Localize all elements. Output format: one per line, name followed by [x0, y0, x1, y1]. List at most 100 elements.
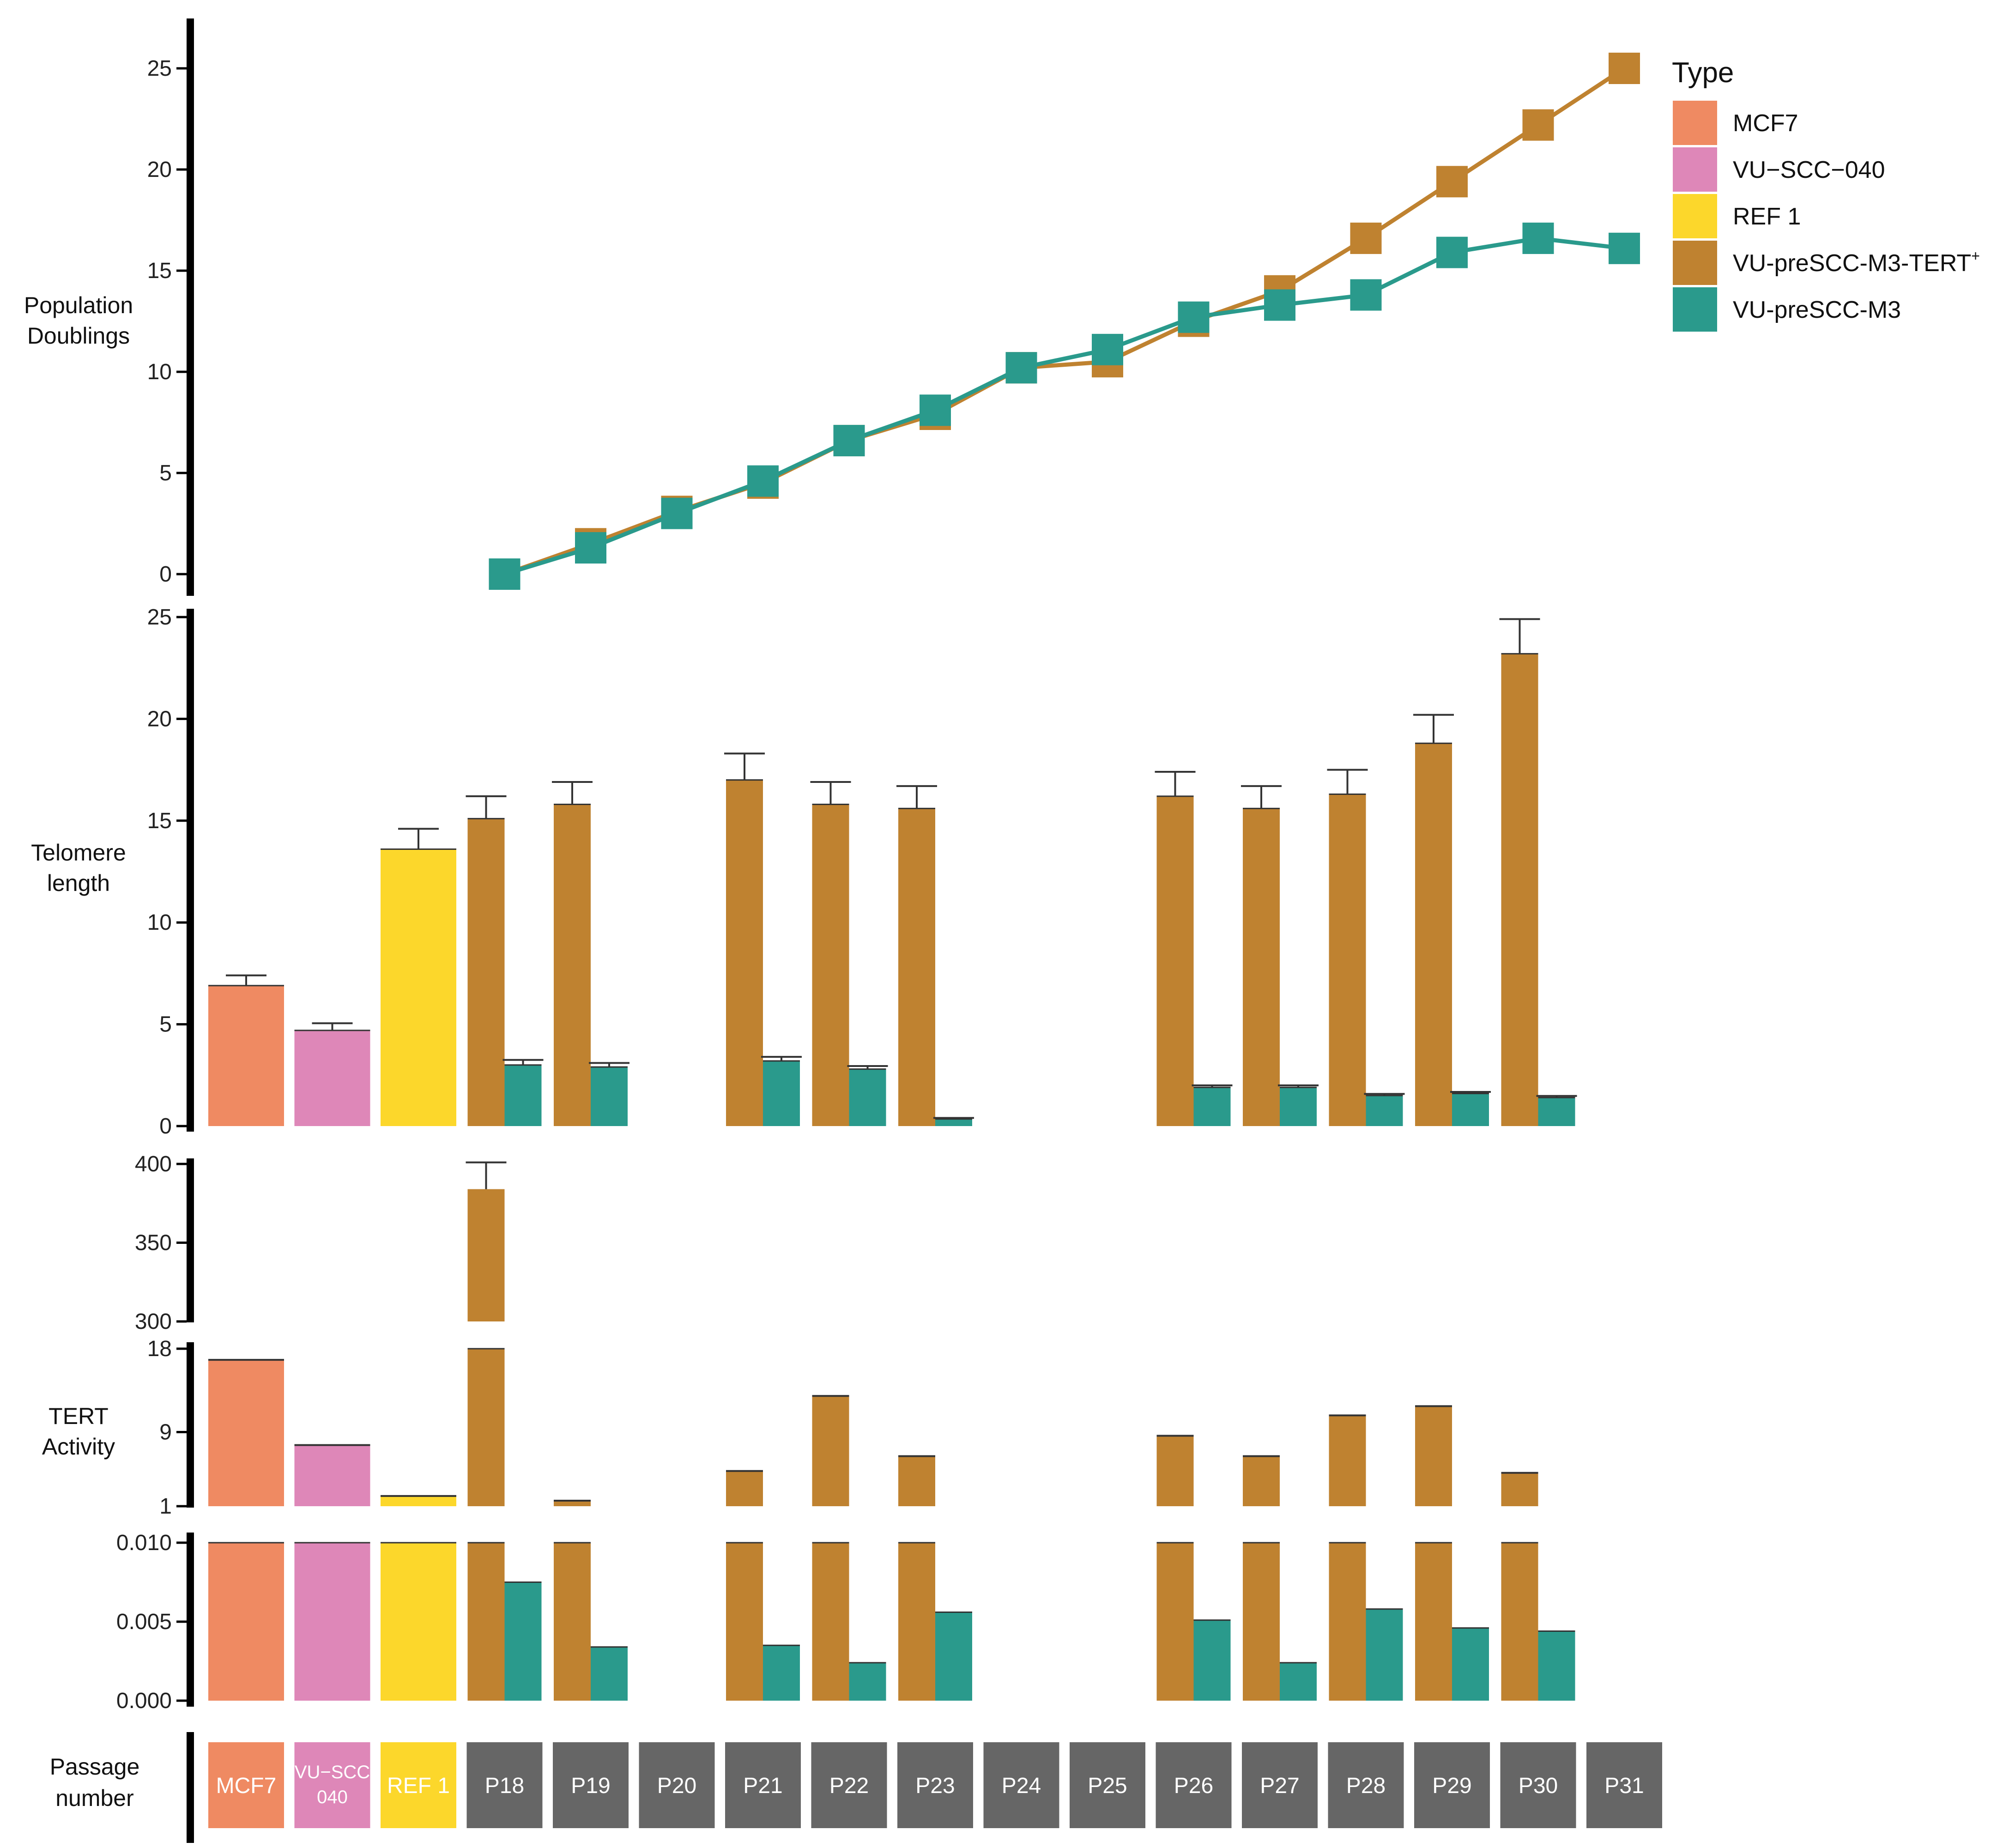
telomere-length-bar-ref-1	[381, 849, 456, 1126]
legend-label-m3: VU-preSCC-M3	[1733, 297, 1901, 323]
passage-label-p24: P24	[1002, 1774, 1041, 1798]
ratio-bar-tert-p26	[1156, 1543, 1194, 1701]
ratio-bar-tert-p22	[812, 1543, 849, 1701]
passage-box-p25	[1070, 1742, 1145, 1828]
point-m3-p29	[1436, 236, 1468, 268]
point-m3-p31	[1609, 232, 1640, 264]
passage-label-p31: P31	[1604, 1774, 1644, 1798]
passage-box-p27	[1242, 1742, 1318, 1828]
ratio-bar-m3-p21	[763, 1645, 800, 1701]
point-m3-p26	[1178, 301, 1210, 333]
telomere-length-tick-label: 5	[159, 1012, 172, 1037]
tert-activity-bar-ref-1	[381, 1496, 456, 1506]
tert-activity-bar-upper-p18	[467, 1189, 505, 1321]
telomere-length-bar-tert-p19	[554, 804, 591, 1126]
ratio-y-axis	[187, 1533, 194, 1707]
passage-box-p18	[466, 1742, 543, 1828]
telomere-length-bar-m3-p22	[849, 1069, 886, 1126]
passage-label-p26: P26	[1174, 1774, 1213, 1798]
legend-label-text: VU-preSCC-M3	[1733, 297, 1901, 323]
telomere-length-bar-tert-p23	[898, 808, 935, 1126]
telomere-length-bar-m3-p30	[1538, 1097, 1575, 1126]
ratio-bar-m3-p23	[935, 1612, 972, 1701]
legend: Type MCF7 VU−SCC−040 REF 1 VU-preSCC-M3-TERT…	[1672, 57, 1980, 332]
population-doublings-y-axis	[187, 18, 194, 596]
legend-title: Type	[1672, 57, 1734, 89]
telomere-length-bar-mcf7	[208, 985, 284, 1126]
tert-activity-bar-p27	[1243, 1456, 1280, 1506]
telomere-length-bar-m3-p27	[1280, 1087, 1317, 1126]
ratio-bar-m3-p28	[1366, 1609, 1403, 1701]
telomere-length-bar-tert-p26	[1156, 796, 1194, 1126]
passage-box-ref-1	[381, 1742, 456, 1828]
point-m3-p18	[489, 558, 520, 590]
point-m3-p28	[1350, 279, 1382, 311]
telomere-length-tick-label: 20	[147, 707, 172, 731]
point-m3-p25	[1092, 333, 1123, 365]
passage-box-p20	[639, 1742, 715, 1828]
ratio-bar-tert-p23	[898, 1543, 935, 1701]
point-m3-p22	[833, 424, 865, 456]
ratio-bar-tert-p19	[554, 1543, 591, 1701]
passage-box-p22	[811, 1742, 887, 1828]
passage-axis	[187, 1732, 194, 1843]
population-doublings-tick-label: 15	[147, 259, 172, 283]
ratio-bar-m3-p18	[504, 1582, 542, 1701]
point-m3-p24	[1005, 352, 1037, 384]
tert-activity-y-title: Activity	[42, 1434, 115, 1460]
telomere-length-tick-label: 10	[147, 910, 172, 935]
ratio-bar-mcf7	[208, 1543, 284, 1701]
tert-activity-bar-lower-p18	[467, 1349, 505, 1506]
telomere-length-bar-tert-p22	[812, 804, 849, 1126]
legend-label-mcf7: MCF7	[1733, 110, 1798, 137]
population-doublings-tick-label: 0	[159, 562, 172, 587]
legend-label-tert: VU-preSCC-M3-TERT+	[1733, 248, 1980, 277]
axes-layer: 0 5 10 15 20 25 Population Doublings 0 5 10 15 20 25 T…	[24, 18, 194, 1843]
passage-box-p23	[897, 1742, 973, 1828]
point-tert-p29	[1436, 166, 1468, 198]
passage-label-p20: P20	[657, 1774, 696, 1798]
point-m3-p23	[920, 394, 951, 426]
passage-title: Passage	[50, 1754, 140, 1780]
passage-label-p25: P25	[1088, 1774, 1127, 1798]
tert-activity-bar-mcf7	[208, 1360, 284, 1506]
tert-activity-bar-p29	[1415, 1406, 1452, 1506]
passage-title: number	[55, 1785, 134, 1811]
population-doublings-tick-label: 10	[147, 360, 172, 384]
ratio-bar-tert-p18	[467, 1543, 505, 1701]
tert-activity-bar-p30	[1501, 1472, 1538, 1506]
ratio-bar-tert-p21	[726, 1543, 763, 1701]
passage-label-p22: P22	[829, 1774, 869, 1798]
marks-layer	[208, 53, 1640, 1701]
passage-label-vu-scc-040: VU−SCC	[295, 1762, 370, 1782]
point-m3-p27	[1264, 289, 1295, 321]
telomere-length-y-title: Telomere	[31, 840, 126, 866]
telomere-length-bar-m3-p21	[763, 1060, 800, 1126]
passage-label-p29: P29	[1432, 1774, 1471, 1798]
passage-box-p21	[725, 1742, 801, 1828]
legend-swatch-tert	[1673, 241, 1717, 285]
tert-activity-lower-tick-label: 18	[147, 1337, 172, 1361]
passage-box-p26	[1156, 1742, 1232, 1828]
passage-label-p18: P18	[485, 1774, 524, 1798]
passage-label-ref-1: REF 1	[387, 1774, 450, 1798]
telomere-length-bar-tert-p28	[1329, 794, 1366, 1126]
population-doublings-y-title: Doublings	[27, 323, 130, 349]
legend-label-text: MCF7	[1733, 110, 1798, 137]
legend-label-ref-1: REF 1	[1733, 203, 1801, 230]
passage-box-p19	[553, 1742, 629, 1828]
population-doublings-y-title: Population	[24, 292, 133, 318]
telomere-length-bar-vu-scc-040	[294, 1030, 370, 1126]
point-m3-p30	[1522, 222, 1554, 254]
ratio-bar-m3-p29	[1452, 1628, 1489, 1701]
telomere-length-tick-label: 15	[147, 809, 172, 833]
tert-activity-upper-tick-label: 300	[135, 1309, 172, 1334]
point-tert-p31	[1609, 53, 1640, 84]
ratio-bar-m3-p26	[1193, 1620, 1231, 1701]
tert-activity-bar-p22	[812, 1396, 849, 1506]
telomere-length-tick-label: 0	[159, 1114, 172, 1139]
point-m3-p19	[575, 532, 606, 564]
ratio-bar-tert-p30	[1501, 1543, 1538, 1701]
ratio-bar-ref-1	[381, 1543, 456, 1701]
